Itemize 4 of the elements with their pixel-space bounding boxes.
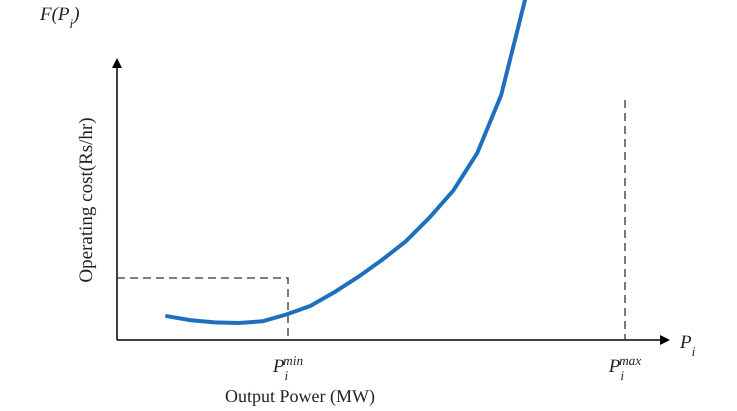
y-axis-title: Operating cost(Rs/hr) <box>76 117 97 283</box>
x-axis-title: Output Power (MW) <box>225 386 375 406</box>
text: F(P$_{i}$) <box>39 4 80 30</box>
text: P$_{i}$ <box>679 332 696 358</box>
